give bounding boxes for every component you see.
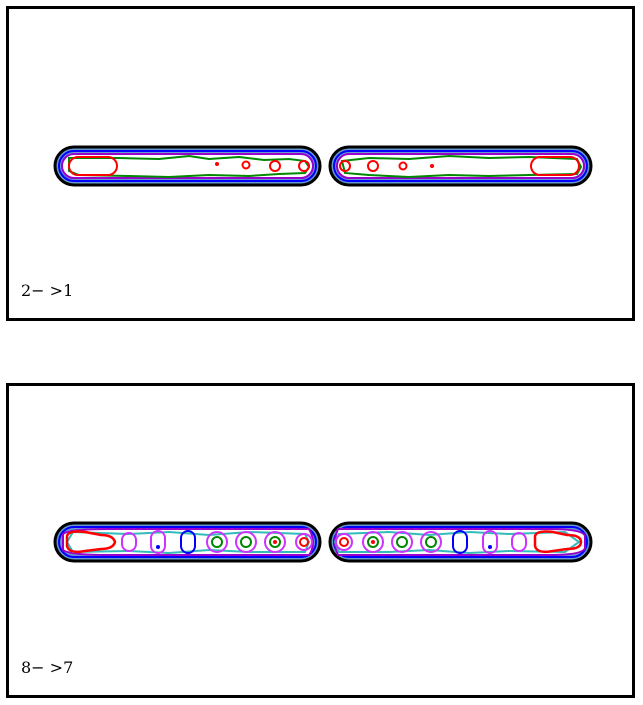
green-ring: [240, 536, 252, 548]
violet-cell: [511, 532, 527, 552]
violet-cell: [150, 530, 166, 554]
violet-cell: [121, 532, 137, 552]
violet-ring: [295, 533, 313, 551]
left-lobe: [53, 145, 322, 187]
green-contour: [340, 154, 583, 179]
left-lobe: [53, 521, 322, 563]
panel-transition-2-1: 2− >1: [6, 6, 635, 321]
red-dot: [273, 540, 277, 544]
blue-contour: [58, 150, 317, 182]
red-ring: [339, 537, 349, 547]
blue-dot: [488, 545, 492, 549]
violet-ring: [420, 531, 442, 553]
violet-ring: [335, 533, 353, 551]
red-ring: [269, 160, 281, 172]
green-ring: [367, 536, 379, 548]
contour-plot-2-1: [53, 145, 593, 187]
purple-contour: [333, 528, 586, 556]
green-ring: [269, 536, 281, 548]
cyan-contour: [333, 530, 581, 555]
red-ring: [398, 161, 408, 171]
purple-contour: [336, 153, 585, 179]
right-lobe: [328, 145, 593, 187]
blue-cell: [452, 530, 468, 554]
red-hotspot: [65, 530, 117, 554]
green-ring: [211, 536, 223, 548]
right-lobe: [328, 521, 593, 563]
violet-cell: [482, 530, 498, 554]
red-hotspot: [533, 530, 583, 554]
red-hotspot: [530, 156, 580, 176]
blue-contour: [333, 150, 588, 182]
transition-label: 2− >1: [21, 281, 74, 300]
violet-ring: [235, 531, 257, 553]
red-ring: [298, 160, 310, 172]
green-ring: [425, 536, 437, 548]
violet-ring: [206, 531, 228, 553]
blue-dot: [156, 545, 160, 549]
red-ring: [241, 160, 251, 170]
red-ring: [339, 160, 351, 172]
red-dot: [371, 540, 375, 544]
purple-contour: [61, 153, 314, 179]
violet-ring: [362, 531, 384, 553]
violet-ring: [391, 531, 413, 553]
blue-cell: [180, 530, 196, 554]
transition-label: 8− >7: [21, 658, 74, 677]
panel-transition-8-7: 8− >7: [6, 383, 635, 698]
red-dot: [430, 164, 434, 168]
green-ring: [396, 536, 408, 548]
red-ring: [299, 537, 309, 547]
purple-contour: [62, 528, 315, 556]
blue-contour: [58, 526, 317, 558]
contour-plot-8-7: [53, 521, 593, 563]
red-ring: [367, 160, 379, 172]
violet-ring: [264, 531, 286, 553]
red-dot: [215, 162, 219, 166]
red-hotspot: [68, 156, 118, 176]
